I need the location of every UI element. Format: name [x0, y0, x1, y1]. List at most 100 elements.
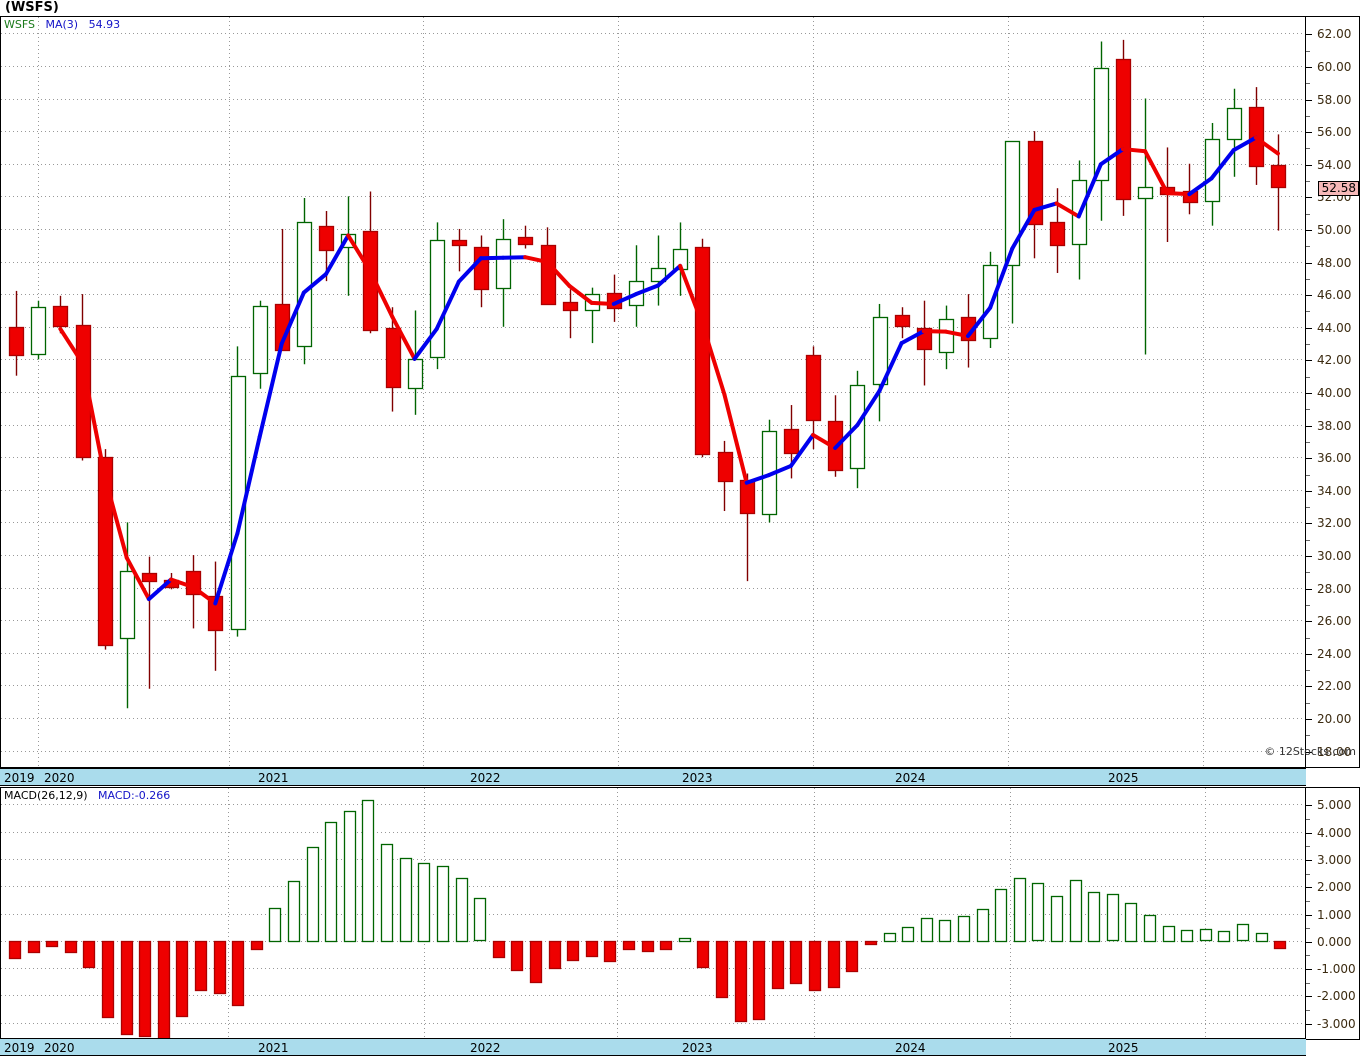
price-axis-tick: [1306, 393, 1312, 394]
macd-axis-tick: [1306, 805, 1312, 806]
macd-axis-tick: [1306, 1024, 1312, 1025]
price-axis-minor-tick: [1306, 638, 1310, 639]
price-axis-tick: [1306, 621, 1312, 622]
macd-axis-tick: [1306, 996, 1312, 997]
macd-chart-svg: [1, 788, 1305, 1039]
macd-x-axis-label: 2021: [258, 1041, 289, 1055]
price-axis-label: 20.00: [1317, 712, 1352, 726]
price-axis-tick: [1306, 491, 1312, 492]
macd-x-axis-label: 2022: [470, 1041, 501, 1055]
price-axis-label: 30.00: [1317, 549, 1352, 563]
macd-axis-tick: [1306, 942, 1312, 943]
macd-x-axis-label: 2019: [4, 1041, 35, 1055]
macd-chart-panel[interactable]: [0, 787, 1306, 1040]
price-axis-tick: [1306, 132, 1312, 133]
price-axis-minor-tick: [1306, 605, 1310, 606]
price-axis-label: 24.00: [1317, 647, 1352, 661]
price-axis-minor-tick: [1306, 181, 1310, 182]
price-x-axis-label: 2024: [895, 771, 926, 785]
price-axis-minor-tick: [1306, 475, 1310, 476]
price-axis-label: 18.00: [1317, 745, 1352, 759]
price-axis-minor-tick: [1306, 83, 1310, 84]
price-axis-minor-tick: [1306, 442, 1310, 443]
title-bar: (WSFS): [0, 0, 1360, 16]
macd-x-axis-label: 2023: [682, 1041, 713, 1055]
price-axis-minor-tick: [1306, 51, 1310, 52]
legend-macd-value: MACD:-0.266: [98, 789, 171, 802]
macd-x-axis-label: 2024: [895, 1041, 926, 1055]
price-axis-tick: [1306, 67, 1312, 68]
macd-axis-minor-tick: [1306, 955, 1310, 956]
legend-ma-label: MA(3): [45, 18, 79, 31]
macd-axis-minor-tick: [1306, 983, 1310, 984]
price-axis-tick: [1306, 654, 1312, 655]
price-axis-minor-tick: [1306, 703, 1310, 704]
price-axis-tick: [1306, 165, 1312, 166]
price-axis-label: 60.00: [1317, 60, 1352, 74]
price-axis-minor-tick: [1306, 344, 1310, 345]
price-axis-tick: [1306, 589, 1312, 590]
macd-x-axis-label: 2020: [44, 1041, 75, 1055]
price-x-axis-label: 2019: [4, 771, 35, 785]
price-axis-label: 38.00: [1317, 419, 1352, 433]
price-x-axis-label: 2025: [1108, 771, 1139, 785]
price-axis-minor-tick: [1306, 279, 1310, 280]
price-axis-minor-tick: [1306, 311, 1310, 312]
price-axis-label: 54.00: [1317, 158, 1352, 172]
macd-axis-minor-tick: [1306, 846, 1310, 847]
price-axis-label: 34.00: [1317, 484, 1352, 498]
macd-axis-label: -1.000: [1317, 962, 1356, 976]
price-axis-tick: [1306, 360, 1312, 361]
price-y-axis: 62.00 60.00 58.00 56.00 54.00 52.00 50.00 48.00…: [1306, 16, 1360, 768]
macd-axis-label: 4.000: [1317, 826, 1352, 840]
price-x-axis-label: 2020: [44, 771, 75, 785]
price-axis-minor-tick: [1306, 735, 1310, 736]
price-axis-label: 62.00: [1317, 27, 1352, 41]
macd-x-axis-band: 2019 2020 2021 2022 2023 2024 2025: [0, 1038, 1306, 1056]
macd-axis-label: 2.000: [1317, 880, 1352, 894]
price-axis-tick: [1306, 100, 1312, 101]
macd-axis-tick: [1306, 969, 1312, 970]
price-axis-minor-tick: [1306, 409, 1310, 410]
macd-x-axis-label: 2025: [1108, 1041, 1139, 1055]
macd-axis-label: 3.000: [1317, 853, 1352, 867]
macd-axis-label: 5.000: [1317, 798, 1352, 812]
price-axis-tick: [1306, 686, 1312, 687]
price-axis-label: 28.00: [1317, 582, 1352, 596]
price-axis-minor-tick: [1306, 214, 1310, 215]
macd-axis-tick: [1306, 915, 1312, 916]
page-title: (WSFS): [5, 0, 59, 15]
price-axis-label: 22.00: [1317, 679, 1352, 693]
legend-macd-name: MACD(26,12,9): [4, 789, 88, 802]
last-price-tag: 52.58: [1317, 181, 1359, 196]
price-chart-panel[interactable]: [0, 16, 1306, 768]
macd-axis-tick: [1306, 860, 1312, 861]
price-axis-tick: [1306, 230, 1312, 231]
price-axis-label: 40.00: [1317, 386, 1352, 400]
macd-axis-minor-tick: [1306, 874, 1310, 875]
price-axis-label: 32.00: [1317, 516, 1352, 530]
price-axis-label: 26.00: [1317, 614, 1352, 628]
price-x-axis-band: 2019 2020 2021 2022 2023 2024 2025: [0, 768, 1306, 786]
price-axis-tick: [1306, 458, 1312, 459]
price-axis-tick: [1306, 263, 1312, 264]
macd-legend: MACD(26,12,9) MACD:-0.266: [4, 789, 170, 802]
macd-axis-label: 0.000: [1317, 935, 1352, 949]
price-axis-minor-tick: [1306, 148, 1310, 149]
price-axis-label: 58.00: [1317, 93, 1352, 107]
price-axis-minor-tick: [1306, 572, 1310, 573]
price-axis-tick: [1306, 426, 1312, 427]
price-x-axis-label: 2022: [470, 771, 501, 785]
legend-ma-value: 54.93: [88, 18, 121, 31]
macd-axis-minor-tick: [1306, 901, 1310, 902]
price-axis-tick: [1306, 295, 1312, 296]
macd-axis-label: -2.000: [1317, 989, 1356, 1003]
price-axis-label: 56.00: [1317, 125, 1352, 139]
macd-axis-minor-tick: [1306, 1010, 1310, 1011]
price-axis-label: 48.00: [1317, 256, 1352, 270]
price-axis-tick: [1306, 328, 1312, 329]
price-axis-tick: [1306, 197, 1312, 198]
price-axis-tick: [1306, 556, 1312, 557]
price-axis-minor-tick: [1306, 116, 1310, 117]
